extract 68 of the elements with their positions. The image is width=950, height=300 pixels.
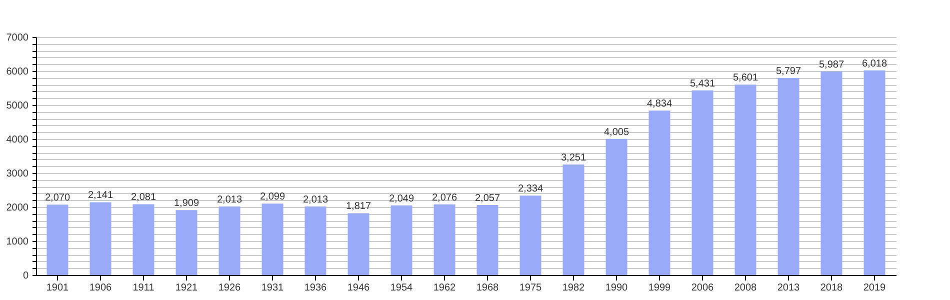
data-label: 5,601: [732, 72, 758, 84]
x-tick-label: 1931: [261, 282, 284, 294]
data-label: 2,334: [518, 184, 544, 195]
data-label: 2,013: [302, 194, 328, 206]
y-tick-label: 1000: [6, 236, 29, 248]
data-label: 1,817: [346, 201, 372, 212]
x-tick-label: 1926: [218, 282, 242, 294]
x-tick-label: 1906: [89, 282, 112, 294]
x-tick-label: 1975: [519, 282, 542, 294]
data-label: 2,076: [432, 192, 458, 204]
bar: [390, 205, 412, 275]
bar: [820, 71, 842, 275]
y-tick-label: 3000: [6, 168, 29, 180]
data-label: 5,987: [818, 59, 844, 70]
x-tick-label: 1968: [476, 282, 500, 294]
y-tick-label: 4000: [6, 134, 29, 146]
bar: [46, 204, 68, 275]
bar: [348, 213, 370, 275]
data-label: 2,141: [88, 190, 114, 202]
x-tick-label: 1911: [132, 282, 155, 294]
y-tick-label: 7000: [6, 32, 29, 44]
y-tick-label: 5000: [6, 100, 29, 112]
data-label: 5,431: [690, 78, 716, 90]
x-tick-label: 1954: [390, 282, 414, 294]
data-label: 1,909: [174, 198, 200, 210]
bar: [692, 90, 714, 275]
x-tick-label: 1962: [433, 282, 456, 294]
x-tick-label: 1990: [605, 282, 628, 294]
data-label: 4,834: [646, 98, 672, 110]
x-tick-label: 2008: [734, 282, 758, 294]
x-tick-label: 1999: [648, 282, 672, 294]
x-tick-label: 1921: [175, 282, 198, 294]
bar: [132, 204, 154, 275]
x-tick-label: 1946: [347, 282, 370, 294]
x-tick-label: 1936: [304, 282, 328, 294]
bar: [476, 205, 498, 275]
data-label: 2,013: [216, 194, 242, 206]
data-label: 2,081: [130, 192, 156, 204]
bar: [520, 196, 542, 275]
bar: [734, 84, 756, 275]
bar: [648, 110, 670, 275]
bar: [562, 164, 584, 275]
bar: [218, 206, 240, 275]
bar: [262, 204, 284, 275]
bar: [434, 204, 456, 275]
data-label: 2,057: [474, 193, 500, 204]
bar: [90, 202, 112, 275]
data-label: 5,797: [776, 66, 802, 77]
data-label: 6,018: [862, 58, 888, 70]
data-label: 2,099: [260, 192, 286, 203]
x-tick-label: 2018: [820, 282, 844, 294]
y-tick-label: 2000: [6, 202, 29, 214]
bar: [176, 210, 198, 275]
data-label: 4,005: [604, 126, 630, 138]
bar: [778, 78, 800, 275]
y-tick-label: 6000: [6, 66, 29, 78]
x-tick-label: 2019: [863, 282, 886, 294]
data-label: 2,049: [388, 193, 414, 204]
bar: [606, 138, 628, 275]
bar: [304, 206, 326, 275]
x-tick-label: 2013: [777, 282, 800, 294]
x-tick-label: 1901: [46, 282, 70, 294]
x-tick-label: 1982: [562, 282, 586, 294]
data-label: 3,251: [560, 152, 586, 164]
bar: [864, 70, 886, 275]
x-tick-label: 2006: [691, 282, 714, 294]
y-tick-label: 0: [22, 270, 29, 282]
data-label: 2,070: [44, 192, 70, 204]
